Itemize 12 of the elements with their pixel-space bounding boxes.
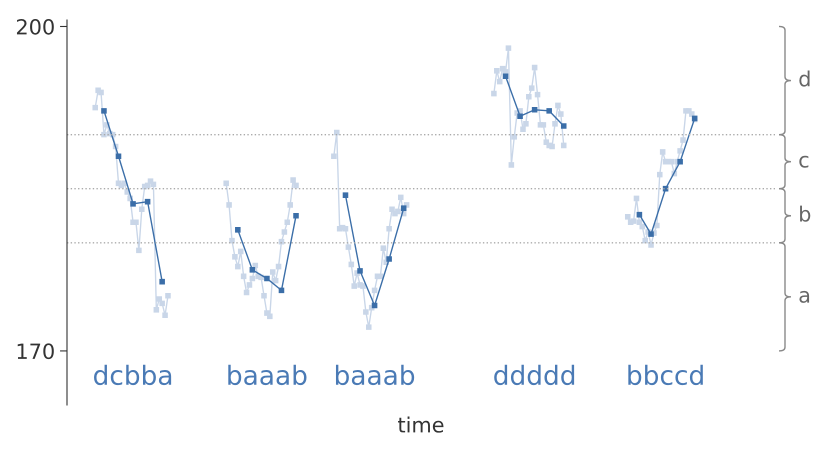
- text: d: [799, 70, 810, 87]
- x-tick-label: baaab: [336, 364, 414, 386]
- text: c: [799, 156, 808, 168]
- x-tick-label: dcbba: [94, 364, 172, 386]
- y-tick-label: 200: [16, 18, 54, 35]
- x-tick-label: bbccd: [628, 364, 703, 386]
- y-tick-label: 170: [18, 343, 54, 360]
- text: b: [800, 206, 810, 222]
- x-tick-label: baaab: [228, 364, 306, 386]
- x-tick-label: ddddd: [494, 364, 574, 386]
- text: a: [799, 290, 810, 303]
- x-axis-title: time: [398, 416, 444, 433]
